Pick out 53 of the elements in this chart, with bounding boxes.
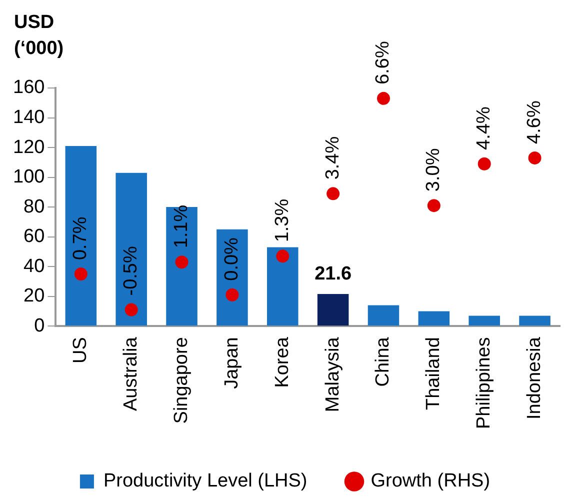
y-tick-label: 100: [13, 166, 45, 188]
legend-label: Growth (RHS): [370, 470, 490, 492]
bar: [368, 305, 400, 326]
x-tick-label: Malaysia: [322, 336, 344, 412]
y-axis-title: USD (‘000): [14, 11, 65, 61]
point: [226, 288, 239, 302]
point: [376, 92, 390, 105]
point: [74, 268, 88, 281]
point: [326, 187, 340, 200]
x-tick-label: Thailand: [423, 337, 444, 410]
y-tick-label: 160: [13, 77, 45, 98]
bar: [418, 311, 450, 326]
data-label: 0.0%: [221, 237, 242, 281]
x-tick-label: China: [372, 336, 394, 387]
bar: [216, 229, 248, 326]
data-label: 6.6%: [372, 41, 394, 84]
bar: [317, 294, 349, 326]
data-label: 4.6%: [524, 100, 546, 144]
point: [478, 157, 491, 170]
y-tick-label: 60: [24, 226, 45, 248]
data-label: 3.4%: [322, 136, 344, 180]
y-tick-label: 120: [13, 136, 45, 158]
y-tick-label: 140: [13, 107, 45, 128]
data-label: 4.4%: [474, 106, 495, 150]
y-tick-label: 80: [24, 196, 45, 218]
point: [528, 151, 542, 164]
data-label: 0.7%: [70, 216, 92, 260]
bar: [519, 316, 550, 326]
data-label: 1.3%: [272, 198, 293, 242]
bar: [267, 247, 298, 326]
x-tick-label: Philippines: [474, 337, 495, 430]
point: [427, 199, 440, 212]
x-tick-label: Korea: [272, 336, 293, 388]
data-label: -0.5%: [120, 246, 142, 296]
x-tick-label: Singapore: [171, 337, 192, 424]
x-tick-label: Japan: [221, 337, 242, 389]
point: [175, 256, 188, 269]
point: [124, 303, 138, 316]
x-tick-label: Indonesia: [524, 336, 546, 420]
bar: [468, 316, 500, 326]
y-tick-label: 20: [24, 286, 45, 307]
bar: [166, 207, 198, 326]
data-label: 1.1%: [171, 204, 192, 248]
point: [276, 250, 290, 263]
bar: [116, 172, 147, 326]
bar: [65, 146, 97, 326]
legend-label: Productivity Level (LHS): [103, 470, 308, 492]
x-tick-label: Australia: [120, 336, 142, 412]
data-label: 3.0%: [423, 148, 444, 192]
y-tick-label: 0: [34, 315, 45, 336]
data-label: 21.6: [314, 264, 352, 285]
x-tick-label: US: [70, 337, 92, 364]
y-tick-label: 40: [24, 256, 45, 277]
